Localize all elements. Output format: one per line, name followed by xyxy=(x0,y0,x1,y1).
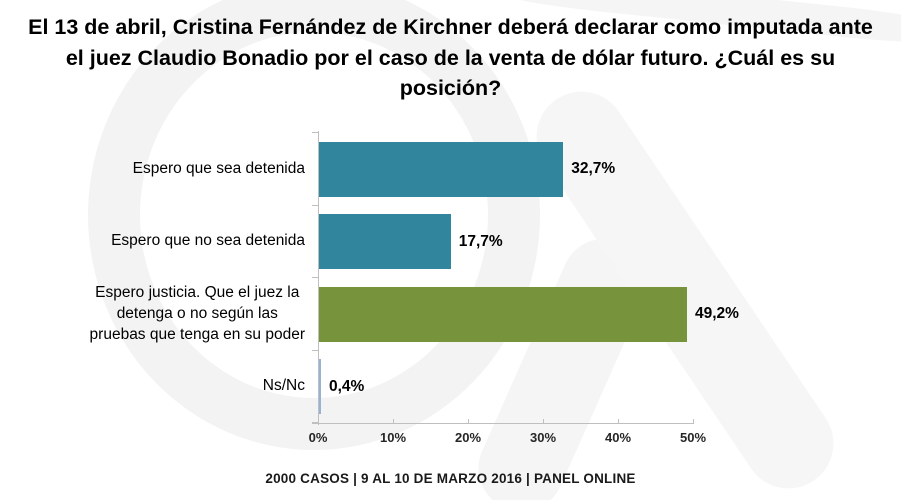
category-axis-tick xyxy=(312,349,319,351)
value-axis-tick-label: 20% xyxy=(454,430,482,445)
horizontal-bar-chart: Espero que sea detenida 32,7% Espero que n… xyxy=(0,131,901,445)
category-label-text: Espero justicia. Que el juez la detenga … xyxy=(89,283,305,343)
category-label: Ns/Nc xyxy=(0,376,318,397)
category-label: Espero que no sea detenida xyxy=(0,231,318,252)
value-axis-tick xyxy=(543,419,544,424)
value-axis-tick-label: 10% xyxy=(379,430,407,445)
category-label-text: Ns/Nc xyxy=(262,377,305,395)
category-label-text: Espero que no sea detenida xyxy=(111,232,305,250)
value-axis-tick xyxy=(618,419,619,424)
value-axis-line xyxy=(312,423,694,424)
value-axis-tick xyxy=(318,419,319,424)
value-axis-tick xyxy=(393,419,394,424)
category-axis-tick xyxy=(312,422,319,423)
chart-title: El 13 de abril, Cristina Fernández de Ki… xyxy=(28,15,873,101)
value-label: 17,7% xyxy=(458,232,503,250)
data-bar xyxy=(318,286,687,342)
chart-row: Espero justicia. Que el juez la detenga … xyxy=(0,278,901,351)
chart-row: Espero que no sea detenida 17,7% xyxy=(0,206,901,279)
chart-plot-area: Espero que sea detenida 32,7% Espero que n… xyxy=(0,133,901,423)
category-label: Espero que sea detenida xyxy=(0,159,318,180)
value-axis-tick-label: 0% xyxy=(308,430,328,445)
value-axis-tick-label: 40% xyxy=(604,430,632,445)
category-axis-tick xyxy=(312,132,319,133)
value-label: 32,7% xyxy=(571,160,616,178)
value-label: 0,4% xyxy=(329,377,365,395)
category-axis-tick xyxy=(312,204,319,206)
bar-track: 17,7% xyxy=(318,206,901,279)
chart-row: Ns/Nc 0,4% xyxy=(0,351,901,424)
category-label: Espero justicia. Que el juez la detenga … xyxy=(0,283,318,346)
value-label: 49,2% xyxy=(695,305,739,323)
category-axis-line xyxy=(318,131,319,425)
data-bar xyxy=(318,359,321,415)
data-bar xyxy=(318,214,451,270)
bar-track: 32,7% xyxy=(318,133,901,206)
value-axis-tick-label: 30% xyxy=(529,430,557,445)
data-bar xyxy=(318,141,564,197)
value-axis-tick xyxy=(693,419,694,424)
bar-track: 49,2% xyxy=(318,278,901,351)
chart-row: Espero que sea detenida 32,7% xyxy=(0,133,901,206)
category-axis-tick xyxy=(312,277,319,278)
bar-track: 0,4% xyxy=(318,351,901,424)
value-axis-tick-label: 50% xyxy=(679,430,707,445)
category-label-text: Espero que sea detenida xyxy=(132,159,305,177)
source-note: 2000 CASOS | 9 AL 10 DE MARZO 2016 | PAN… xyxy=(265,471,636,486)
value-axis-tick xyxy=(468,419,469,424)
